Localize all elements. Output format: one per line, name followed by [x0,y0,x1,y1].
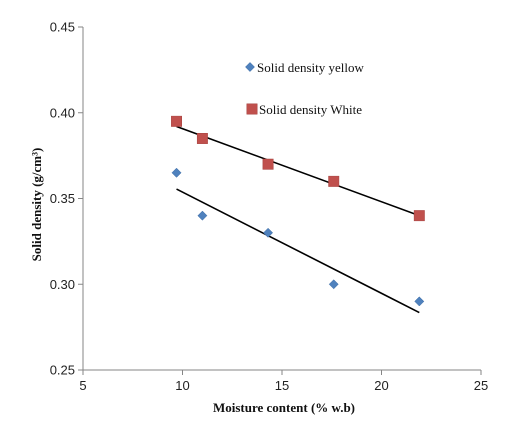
trendlines [176,125,420,314]
legend: Solid density yellow Solid density White [245,60,365,117]
legend-label-2: Solid density White [259,102,362,117]
legend-marker-2 [246,103,258,115]
trendline-series-2 [176,125,420,217]
white-data-point [171,115,182,127]
x-tick-label: 10 [175,378,189,393]
yellow-data-point [414,296,425,307]
x-tick-label: 25 [474,378,488,393]
white-data-point [413,210,425,222]
yellow-data-point [171,167,182,178]
axes: 0.25 0.30 0.35 0.40 0.45 5 10 15 20 25 Moisture co… [29,20,488,416]
x-axis-title: Moisture content (% w.b) [213,400,355,415]
y-tick-label: 0.40 [50,105,75,120]
y-tick-label: 0.30 [50,277,75,292]
legend-marker-1 [245,62,255,72]
white-data-point [262,158,274,170]
x-tick-label: 20 [374,378,388,393]
data-points [171,115,425,307]
yellow-data-point [263,227,274,238]
y-tick-label: 0.45 [50,20,75,35]
y-axis-title: Solid density (g/cm³) [29,148,44,262]
white-data-point [328,175,340,187]
y-tick-label: 0.25 [50,363,75,378]
yellow-data-point [197,210,208,221]
trendline-series-1 [176,188,420,314]
white-data-point [196,133,208,144]
legend-label-1: Solid density yellow [257,60,365,75]
x-tick-label: 15 [275,378,289,393]
x-tick-label: 5 [79,378,86,393]
y-tick-label: 0.35 [50,191,75,206]
yellow-data-point [328,279,339,290]
